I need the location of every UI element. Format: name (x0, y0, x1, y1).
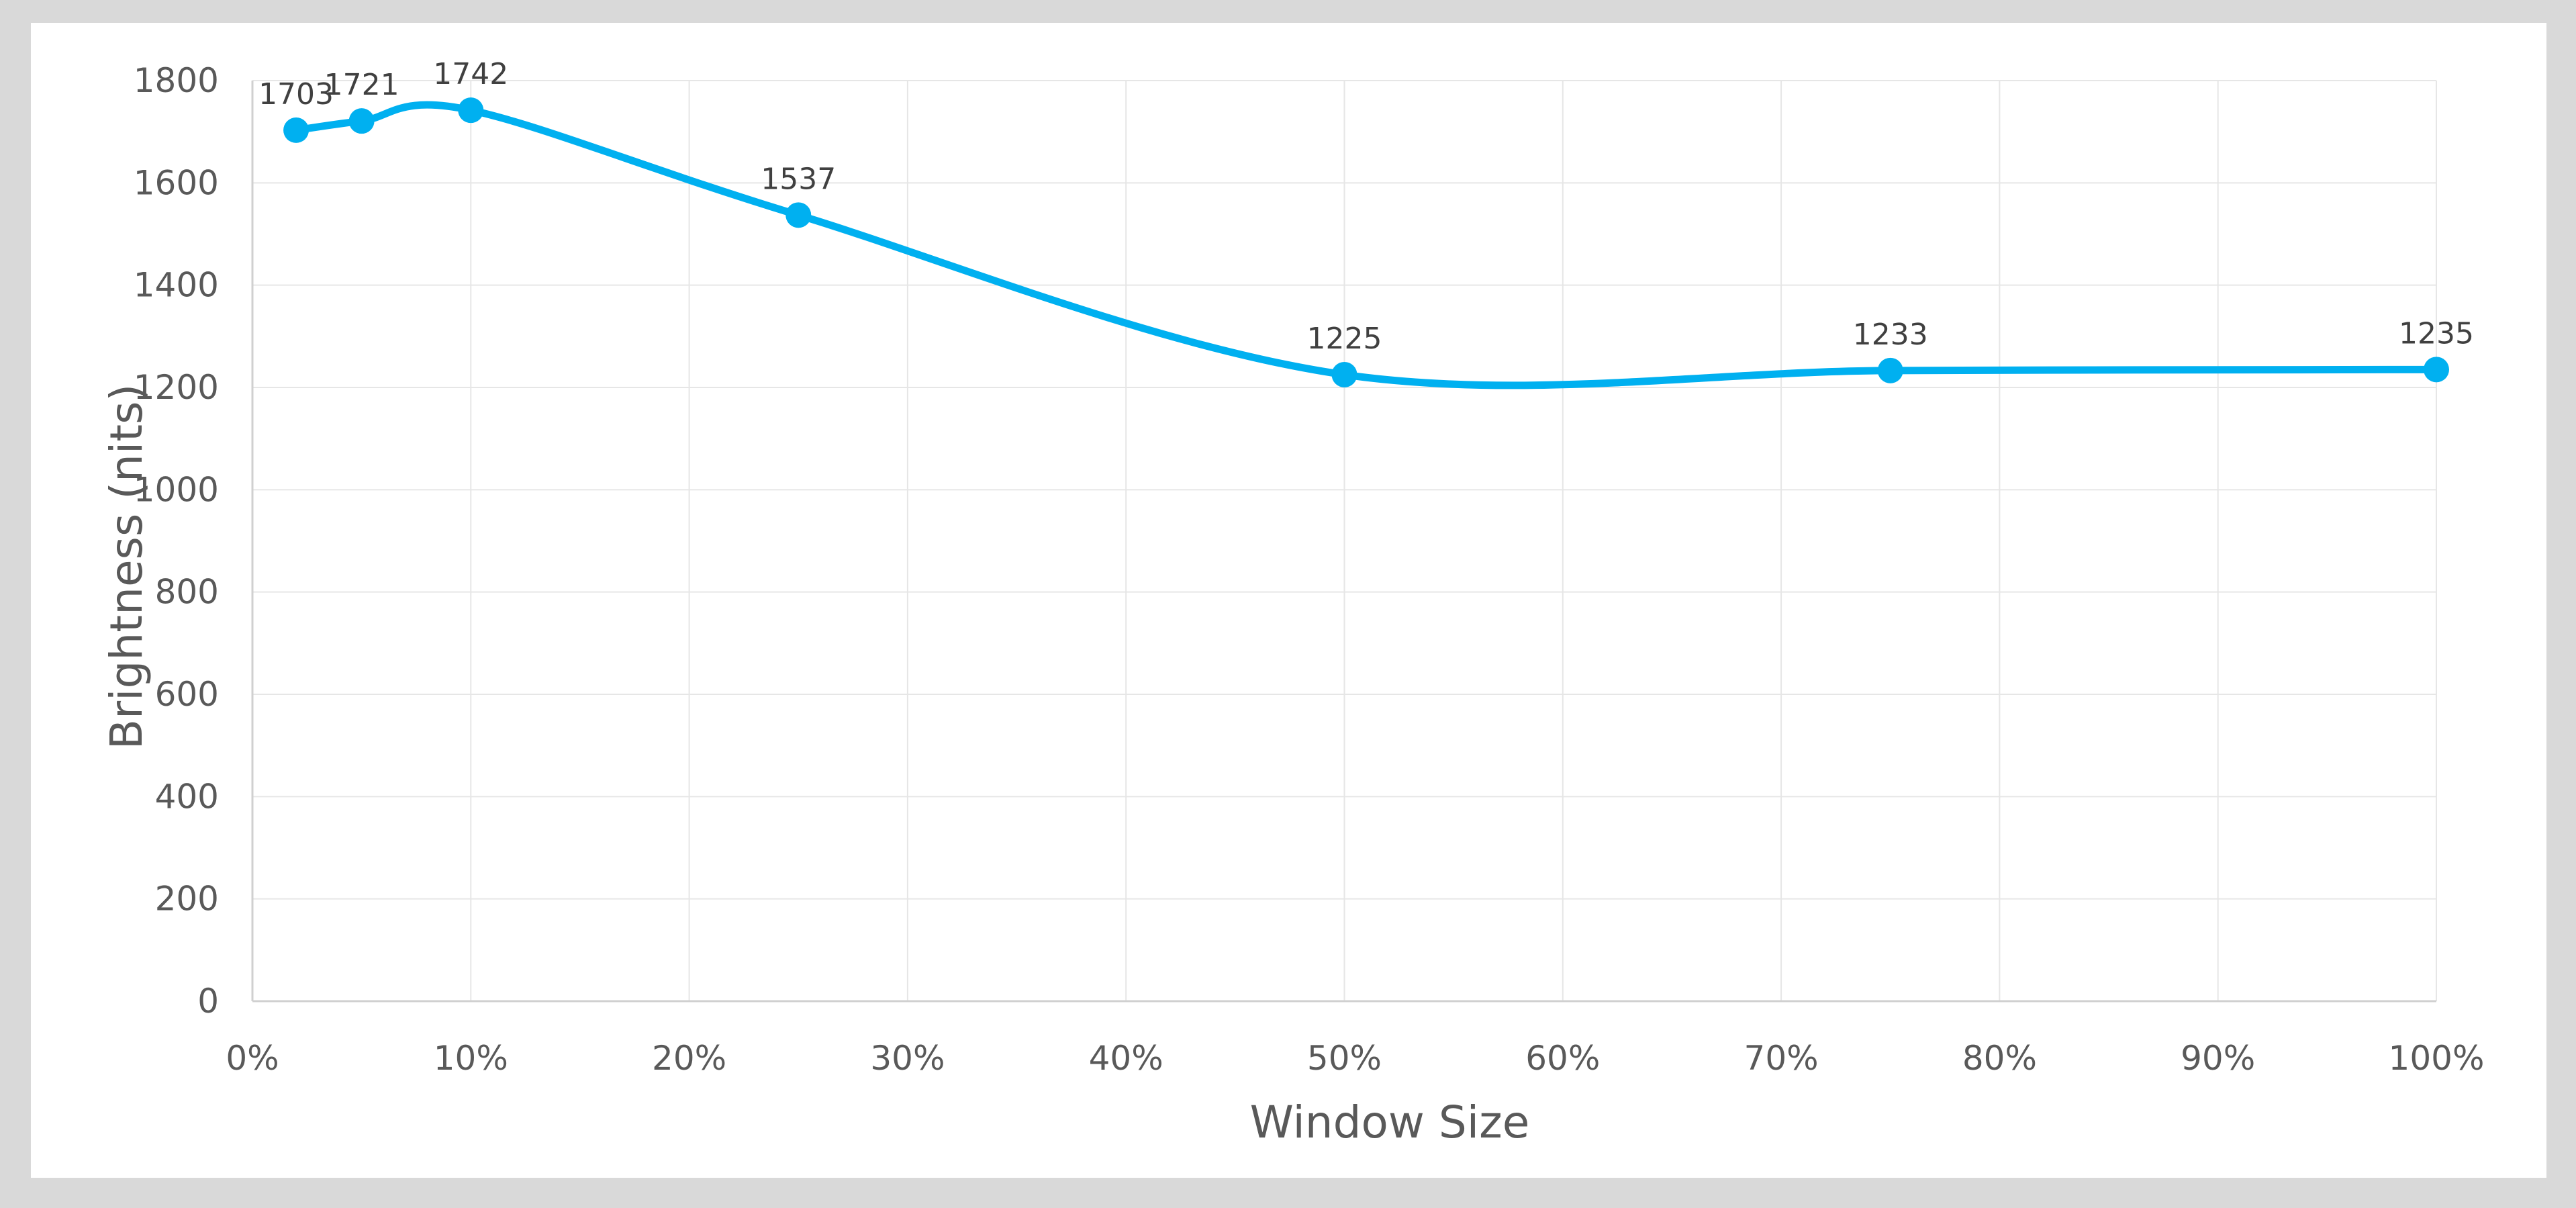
y-tick-label: 1800 (134, 61, 219, 100)
data-point (348, 108, 375, 134)
chart-panel: 0% 10% 20% 30% 40% 50% 60% 70% 80% 90% 100% 0 200 40… (31, 23, 2546, 1178)
x-tick-label: 70% (1744, 1039, 1819, 1078)
x-axis-ticks: 0% 10% 20% 30% 40% 50% 60% 70% 80% 90% 100% (226, 1039, 2484, 1078)
x-axis-title: Window Size (1250, 1097, 1530, 1148)
data-point (1331, 361, 1357, 387)
data-label: 1721 (324, 68, 399, 102)
x-tick-label: 20% (652, 1039, 726, 1078)
y-tick-label: 400 (155, 777, 219, 816)
y-tick-label: 0 (197, 982, 219, 1021)
gridlines (251, 80, 2437, 1003)
y-axis-ticks: 0 200 400 600 800 1000 1200 1400 1600 1800 (134, 61, 219, 1021)
data-point (283, 117, 309, 143)
x-tick-label: 40% (1089, 1039, 1163, 1078)
series-line (292, 101, 2440, 389)
data-label: 1233 (1853, 318, 1928, 352)
data-label: 1225 (1307, 322, 1382, 356)
data-label: 1235 (2399, 316, 2474, 351)
x-tick-label: 30% (870, 1039, 945, 1078)
y-tick-label: 1000 (134, 470, 219, 509)
x-tick-label: 50% (1307, 1039, 1382, 1078)
y-tick-label: 800 (155, 573, 219, 612)
x-tick-label: 0% (226, 1039, 279, 1078)
data-point (1877, 357, 1903, 383)
x-tick-label: 80% (1962, 1039, 2037, 1078)
y-tick-label: 200 (155, 880, 219, 919)
x-tick-label: 10% (434, 1039, 508, 1078)
data-point (458, 97, 484, 124)
data-point (2424, 357, 2449, 383)
line-chart: 0% 10% 20% 30% 40% 50% 60% 70% 80% 90% 100% 0 200 40… (101, 57, 2484, 1148)
y-tick-label: 600 (155, 675, 219, 714)
x-tick-label: 60% (1525, 1039, 1600, 1078)
data-label: 1742 (433, 57, 508, 91)
x-tick-label: 90% (2181, 1039, 2255, 1078)
y-tick-label: 1400 (134, 266, 219, 305)
y-tick-label: 1200 (134, 368, 219, 407)
y-axis-title: Brightness (nits) (101, 384, 152, 749)
y-tick-label: 1600 (134, 163, 219, 202)
series (283, 97, 2449, 389)
x-tick-label: 100% (2389, 1039, 2485, 1078)
data-label: 1703 (258, 77, 334, 111)
data-point (785, 202, 812, 228)
data-label: 1537 (761, 162, 836, 196)
